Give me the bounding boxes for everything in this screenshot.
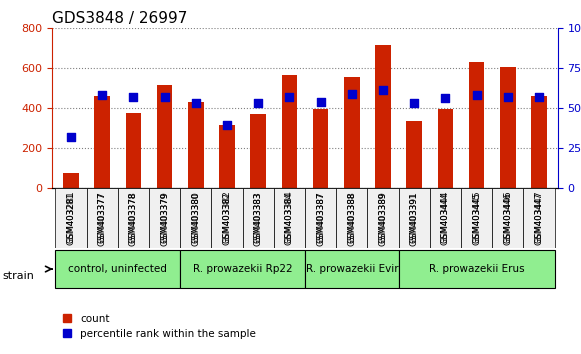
Bar — [188, 102, 203, 188]
Text: GSM403391: GSM403391 — [410, 190, 419, 246]
Point — [285, 94, 294, 100]
Point — [410, 101, 419, 106]
Text: GSM403388: GSM403388 — [347, 193, 356, 244]
FancyBboxPatch shape — [243, 188, 274, 248]
FancyBboxPatch shape — [55, 250, 180, 288]
Legend: count, percentile rank within the sample: count, percentile rank within the sample — [58, 310, 260, 344]
FancyBboxPatch shape — [430, 188, 461, 248]
Bar — [375, 45, 391, 188]
Point — [223, 123, 232, 129]
FancyBboxPatch shape — [523, 188, 555, 248]
FancyBboxPatch shape — [305, 250, 399, 288]
Bar — [469, 62, 485, 188]
Text: GSM403378: GSM403378 — [129, 190, 138, 246]
Bar — [531, 96, 547, 188]
Text: R. prowazekii Rp22: R. prowazekii Rp22 — [193, 264, 292, 274]
Text: GSM403445: GSM403445 — [472, 193, 481, 243]
Point — [316, 99, 325, 104]
Text: GSM403447: GSM403447 — [535, 193, 544, 243]
Point — [253, 101, 263, 106]
FancyBboxPatch shape — [336, 188, 367, 248]
Text: GSM403447: GSM403447 — [535, 190, 544, 245]
FancyBboxPatch shape — [180, 250, 305, 288]
Text: GSM403379: GSM403379 — [160, 193, 169, 243]
Text: GSM403379: GSM403379 — [160, 190, 169, 246]
Point — [347, 91, 357, 97]
Bar — [157, 85, 173, 188]
FancyBboxPatch shape — [492, 188, 523, 248]
Text: GSM403377: GSM403377 — [98, 190, 107, 246]
Text: GSM403383: GSM403383 — [254, 193, 263, 244]
Point — [441, 96, 450, 101]
Bar — [125, 113, 141, 188]
Point — [98, 92, 107, 98]
Text: R. prowazekii Erus: R. prowazekii Erus — [429, 264, 525, 274]
FancyBboxPatch shape — [399, 250, 555, 288]
Text: GSM403281: GSM403281 — [66, 190, 76, 245]
FancyBboxPatch shape — [87, 188, 118, 248]
Text: GSM403389: GSM403389 — [379, 193, 388, 243]
Text: GSM403444: GSM403444 — [441, 193, 450, 243]
FancyBboxPatch shape — [367, 188, 399, 248]
Text: GSM403388: GSM403388 — [347, 190, 356, 246]
Text: R. prowazekii Evir: R. prowazekii Evir — [306, 264, 398, 274]
Point — [378, 88, 388, 93]
FancyBboxPatch shape — [149, 188, 180, 248]
Text: GSM403389: GSM403389 — [379, 190, 388, 246]
Bar — [344, 77, 360, 188]
Bar — [63, 173, 79, 188]
Point — [503, 94, 512, 100]
Text: GSM403391: GSM403391 — [410, 193, 419, 243]
Point — [160, 94, 169, 100]
Text: GSM403383: GSM403383 — [254, 190, 263, 246]
FancyBboxPatch shape — [399, 188, 430, 248]
Point — [66, 134, 76, 139]
Text: GSM403444: GSM403444 — [441, 190, 450, 245]
Point — [535, 94, 544, 100]
Text: GSM403281: GSM403281 — [66, 193, 76, 243]
FancyBboxPatch shape — [180, 188, 211, 248]
Text: GDS3848 / 26997: GDS3848 / 26997 — [52, 11, 188, 25]
FancyBboxPatch shape — [305, 188, 336, 248]
Bar — [219, 125, 235, 188]
Text: GSM403445: GSM403445 — [472, 190, 481, 245]
Text: GSM403380: GSM403380 — [191, 193, 200, 243]
Point — [191, 101, 200, 106]
Text: GSM403382: GSM403382 — [223, 193, 231, 243]
Bar — [407, 121, 422, 188]
FancyBboxPatch shape — [211, 188, 243, 248]
Text: GSM403446: GSM403446 — [503, 190, 512, 245]
Bar — [437, 109, 453, 188]
Text: strain: strain — [3, 271, 35, 281]
Bar — [250, 114, 266, 188]
FancyBboxPatch shape — [55, 188, 87, 248]
FancyBboxPatch shape — [274, 188, 305, 248]
Bar — [313, 109, 328, 188]
Text: control, uninfected: control, uninfected — [69, 264, 167, 274]
Point — [472, 92, 481, 98]
Text: GSM403380: GSM403380 — [191, 190, 200, 246]
FancyBboxPatch shape — [118, 188, 149, 248]
Text: GSM403384: GSM403384 — [285, 193, 294, 243]
Point — [129, 94, 138, 100]
Bar — [282, 75, 297, 188]
Text: GSM403382: GSM403382 — [223, 190, 231, 245]
Text: GSM403387: GSM403387 — [316, 190, 325, 246]
Text: GSM403377: GSM403377 — [98, 193, 107, 244]
Text: GSM403446: GSM403446 — [503, 193, 512, 243]
Bar — [94, 96, 110, 188]
Text: GSM403387: GSM403387 — [316, 193, 325, 244]
FancyBboxPatch shape — [461, 188, 492, 248]
Text: GSM403378: GSM403378 — [129, 193, 138, 244]
Bar — [500, 67, 516, 188]
Text: GSM403384: GSM403384 — [285, 190, 294, 245]
